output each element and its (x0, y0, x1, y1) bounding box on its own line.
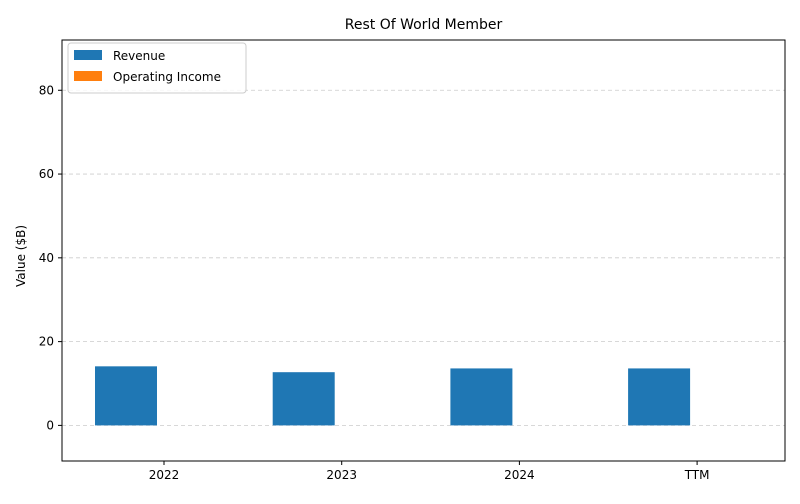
y-tick-label: 40 (39, 251, 54, 265)
axes (58, 39, 786, 465)
y-tick-label: 0 (46, 418, 54, 432)
legend-label-revenue: Revenue (113, 49, 165, 63)
bars (95, 366, 691, 426)
y-tick-label: 80 (39, 83, 54, 97)
plot-frame (61, 39, 786, 462)
legend: Revenue Operating Income (67, 42, 247, 94)
tick-labels: 0 20 40 60 80 2022 2023 2024 TTM (39, 83, 710, 482)
bar-revenue-2024 (450, 368, 513, 426)
y-tick-label: 20 (39, 335, 54, 349)
y-tick-label: 60 (39, 167, 54, 181)
legend-swatch-revenue (74, 50, 102, 60)
y-axis-label: Value ($B) (14, 225, 28, 287)
legend-label-operating-income: Operating Income (113, 70, 221, 84)
x-tick-label: TTM (684, 468, 710, 482)
bar-revenue-2022 (95, 366, 157, 426)
legend-swatch-operating-income (74, 71, 102, 81)
x-tick-label: 2022 (149, 468, 180, 482)
bar-revenue-ttm (628, 368, 691, 426)
chart-title: Rest Of World Member (345, 17, 503, 33)
legend-frame (67, 42, 247, 94)
x-tick-label: 2024 (504, 468, 535, 482)
bar-revenue-2023 (272, 372, 335, 426)
x-tick-label: 2023 (326, 468, 357, 482)
